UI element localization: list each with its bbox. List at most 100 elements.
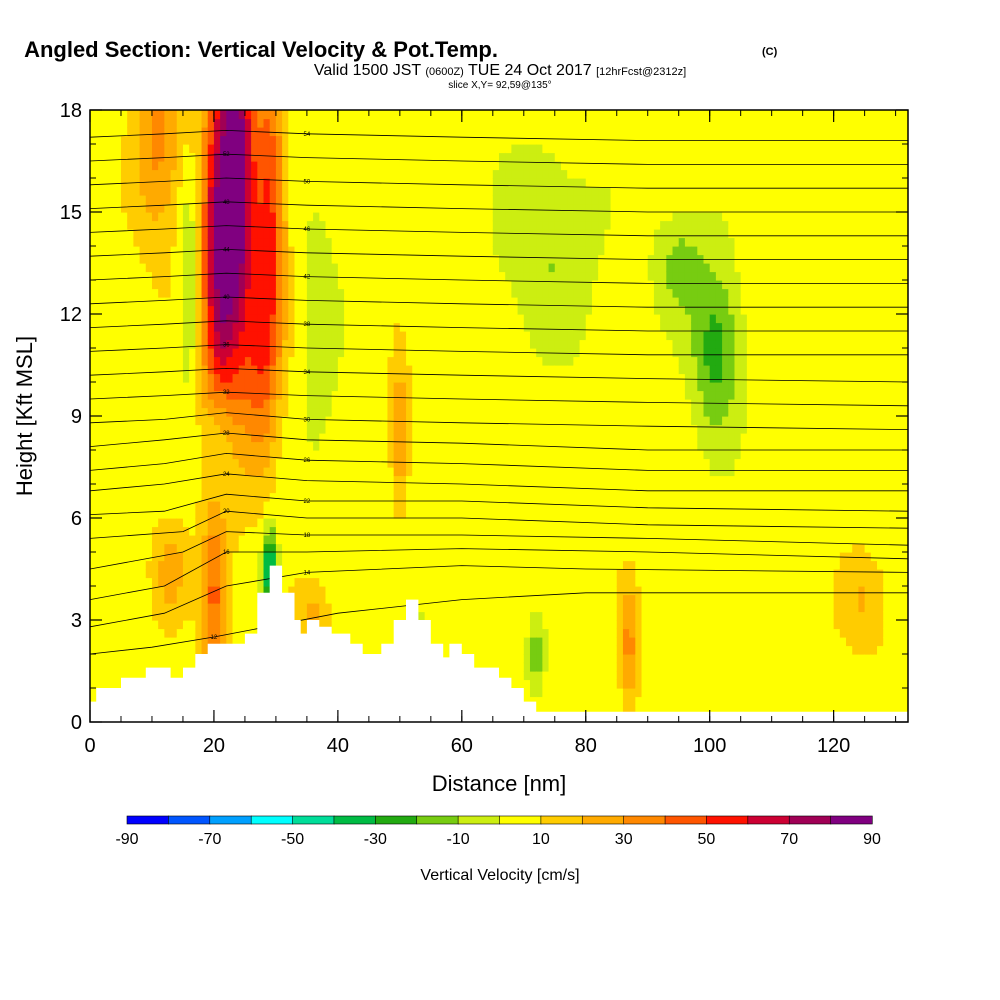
velocity-cell	[474, 458, 482, 468]
velocity-cell	[189, 246, 196, 256]
velocity-cell	[244, 331, 252, 341]
velocity-cell	[505, 178, 512, 188]
velocity-cell	[499, 603, 506, 613]
velocity-cell	[90, 399, 97, 409]
velocity-cell	[430, 535, 438, 545]
velocity-cell	[306, 407, 314, 417]
velocity-cell	[517, 577, 525, 587]
velocity-cell	[133, 305, 141, 315]
velocity-cell	[350, 305, 358, 315]
velocity-cell	[189, 458, 196, 468]
velocity-cell	[344, 560, 351, 570]
velocity-cell	[195, 229, 203, 239]
velocity-cell	[251, 433, 258, 443]
velocity-cell	[90, 569, 97, 579]
velocity-cell	[226, 127, 234, 137]
velocity-cell	[170, 365, 178, 375]
velocity-cell	[499, 501, 506, 511]
velocity-cell	[133, 620, 141, 630]
velocity-cell	[182, 560, 190, 570]
velocity-cell	[350, 390, 358, 400]
velocity-cell	[263, 254, 271, 264]
velocity-cell	[437, 288, 444, 298]
velocity-cell	[356, 475, 364, 485]
velocity-cell	[474, 195, 482, 205]
velocity-cell	[350, 365, 358, 375]
velocity-cell	[120, 416, 128, 426]
velocity-cell	[120, 390, 128, 400]
velocity-cell	[399, 220, 407, 230]
velocity-cell	[164, 135, 172, 145]
velocity-cell	[313, 535, 320, 545]
velocity-cell	[275, 314, 283, 324]
velocity-cell	[220, 203, 227, 213]
velocity-cell	[381, 127, 389, 137]
velocity-cell	[356, 110, 364, 120]
velocity-cell	[238, 144, 246, 154]
velocity-cell	[480, 492, 488, 502]
velocity-cell	[443, 526, 451, 536]
velocity-cell	[381, 288, 389, 298]
velocity-cell	[96, 356, 103, 366]
velocity-cell	[120, 110, 128, 120]
velocity-cell	[114, 280, 122, 290]
velocity-cell	[418, 501, 426, 511]
velocity-cell	[182, 271, 190, 281]
velocity-cell	[251, 220, 258, 230]
velocity-cell	[114, 365, 122, 375]
velocity-cell	[412, 484, 420, 494]
velocity-cell	[207, 603, 215, 613]
velocity-cell	[461, 543, 469, 553]
velocity-cell	[381, 560, 389, 570]
velocity-cell	[244, 594, 252, 604]
velocity-cell	[232, 288, 240, 298]
velocity-cell	[244, 356, 252, 366]
velocity-cell	[319, 535, 327, 545]
velocity-cell	[288, 458, 296, 468]
velocity-cell	[96, 475, 103, 485]
velocity-cell	[114, 611, 122, 621]
velocity-cell	[461, 263, 469, 273]
velocity-cell	[275, 152, 283, 162]
velocity-cell	[430, 569, 438, 579]
velocity-cell	[182, 552, 190, 562]
velocity-cell	[461, 637, 469, 647]
velocity-cell	[201, 382, 209, 392]
velocity-cell	[182, 288, 190, 298]
velocity-cell	[387, 390, 395, 400]
velocity-cell	[480, 254, 488, 264]
velocity-cell	[461, 280, 469, 290]
velocity-cell	[114, 178, 122, 188]
velocity-cell	[182, 492, 190, 502]
velocity-cell	[263, 305, 271, 315]
velocity-cell	[300, 390, 308, 400]
velocity-cell	[275, 560, 283, 570]
velocity-cell	[375, 373, 382, 383]
velocity-cell	[356, 569, 364, 579]
velocity-cell	[362, 110, 370, 120]
velocity-cell	[127, 203, 134, 213]
velocity-cell	[387, 416, 395, 426]
velocity-cell	[288, 399, 296, 409]
velocity-cell	[344, 577, 351, 587]
velocity-cell	[362, 399, 370, 409]
velocity-cell	[350, 467, 358, 477]
velocity-cell	[430, 484, 438, 494]
velocity-cell	[139, 246, 147, 256]
velocity-cell	[337, 577, 345, 587]
velocity-cell	[511, 254, 519, 264]
velocity-cell	[393, 365, 401, 375]
velocity-cell	[96, 603, 103, 613]
velocity-cell	[306, 467, 314, 477]
velocity-cell	[232, 484, 240, 494]
velocity-cell	[381, 356, 389, 366]
velocity-cell	[238, 203, 246, 213]
velocity-cell	[381, 229, 389, 239]
velocity-cell	[207, 467, 215, 477]
velocity-cell	[350, 603, 358, 613]
velocity-cell	[325, 110, 333, 120]
velocity-cell	[306, 484, 314, 494]
velocity-cell	[182, 526, 190, 536]
velocity-cell	[325, 220, 333, 230]
velocity-cell	[195, 203, 203, 213]
